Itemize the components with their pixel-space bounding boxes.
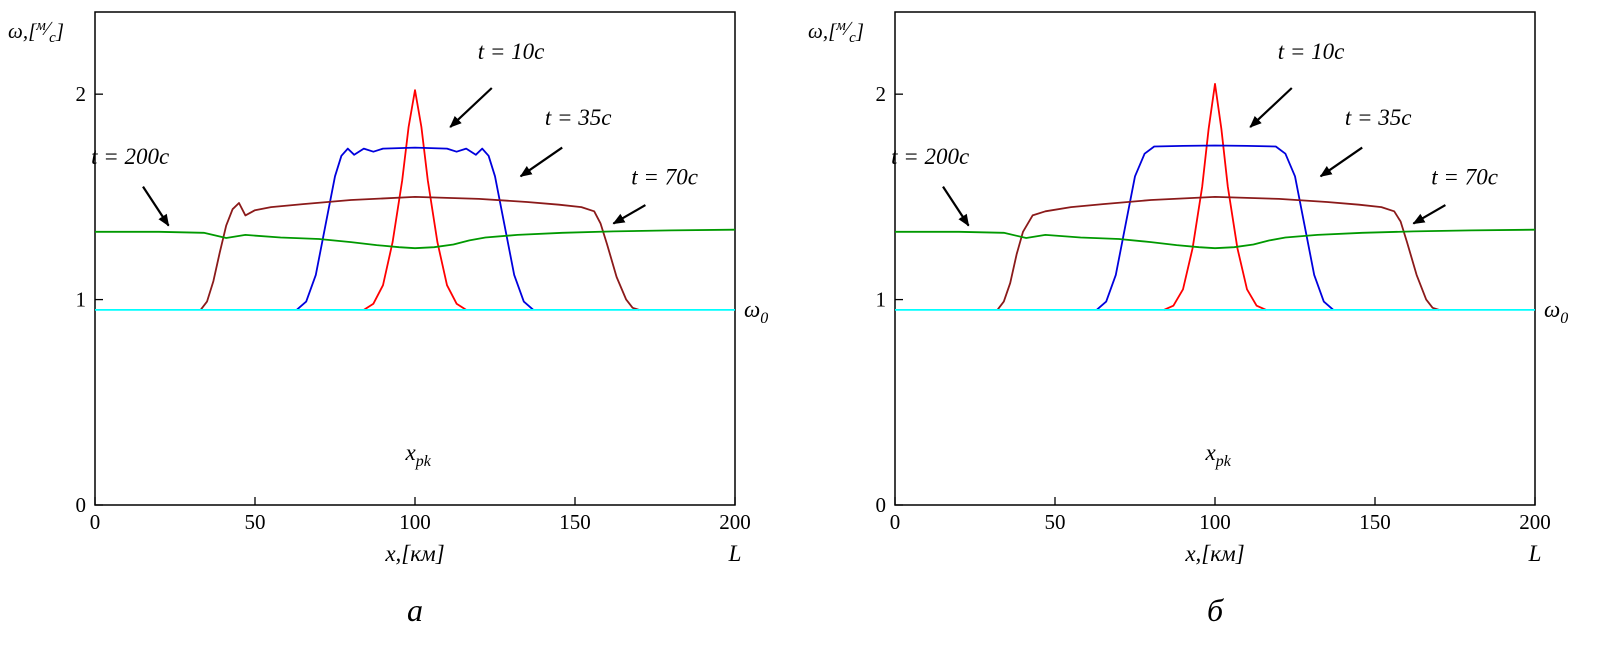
series-t=10c [363, 89, 467, 311]
annotation-label: t = 70с [631, 165, 698, 190]
series-t=200c [895, 228, 1536, 250]
annotation-arrow [142, 186, 170, 227]
caption-b: б [1206, 592, 1224, 628]
annotation-label: t = 35с [545, 105, 612, 130]
caption-a: а [407, 592, 423, 628]
x-axis-label: x,[км] [384, 541, 444, 566]
series-t=35c [296, 146, 534, 311]
y-tick-label: 2 [876, 82, 887, 106]
x-tick-label: 150 [559, 510, 591, 534]
annotation-arrow [1412, 204, 1446, 225]
x-tick-label: 100 [1199, 510, 1231, 534]
x-tick-label: 100 [399, 510, 431, 534]
chart-panel-a: 0 50 100 150 200 0 1 2 t = 10с t = 35с t = 70с t = … [0, 0, 800, 629]
series-t=10c [1163, 83, 1267, 311]
y-tick-label: 1 [876, 288, 887, 312]
series-t=35c [1096, 144, 1334, 311]
annotation-arrow [612, 204, 646, 225]
annotation-arrow [942, 186, 970, 227]
annotation-arrow [1319, 146, 1363, 178]
x-tick-label: 0 [890, 510, 901, 534]
x-axis-label: x,[км] [1184, 541, 1244, 566]
chart-panel-b: 0 50 100 150 200 0 1 2 t = 10с t = 35с t = 70с t = … [800, 0, 1600, 629]
annotation-label: t = 70с [1431, 165, 1498, 190]
annotation-label: t = 10с [1278, 39, 1345, 64]
annotation-arrow [1249, 87, 1293, 128]
y-tick-label: 0 [76, 493, 87, 517]
xpk-label: xpk [405, 440, 432, 470]
plot-frame [94, 11, 736, 506]
x-tick-label: 50 [1045, 510, 1066, 534]
y-tick-label: 0 [876, 493, 887, 517]
omega0-label: ω0 [1544, 297, 1568, 327]
y-tick-label: 2 [76, 82, 87, 106]
annotation-label: t = 35с [1345, 105, 1412, 130]
omega0-label: ω0 [744, 297, 768, 327]
chart-b: 0 50 100 150 200 0 1 2 t = 10с t = 35с t = 70с t = … [808, 11, 1568, 566]
x-tick-label: 50 [245, 510, 266, 534]
x-tick-label: 150 [1359, 510, 1391, 534]
annotation-label: t = 10с [478, 39, 545, 64]
x-tick-label: 200 [719, 510, 751, 534]
y-axis-label: ω,[м∕с] [8, 18, 64, 46]
corner-label-L: L [1528, 541, 1542, 566]
chart-a: 0 50 100 150 200 0 1 2 t = 10с t = 35с t = 70с t = … [8, 11, 768, 566]
xpk-label: xpk [1205, 440, 1232, 470]
annotation-arrow [519, 146, 563, 178]
corner-label-L: L [728, 541, 742, 566]
annotation-label: t = 200с [891, 144, 969, 169]
x-tick-label: 0 [90, 510, 101, 534]
series-t=70c [996, 195, 1440, 311]
series-t=200c [95, 228, 736, 250]
y-tick-label: 1 [76, 288, 87, 312]
series-t=70c [199, 195, 640, 311]
annotation-arrow [449, 87, 493, 128]
x-tick-label: 200 [1519, 510, 1551, 534]
annotation-label: t = 200с [91, 144, 169, 169]
y-axis-label: ω,[м∕с] [808, 18, 864, 46]
